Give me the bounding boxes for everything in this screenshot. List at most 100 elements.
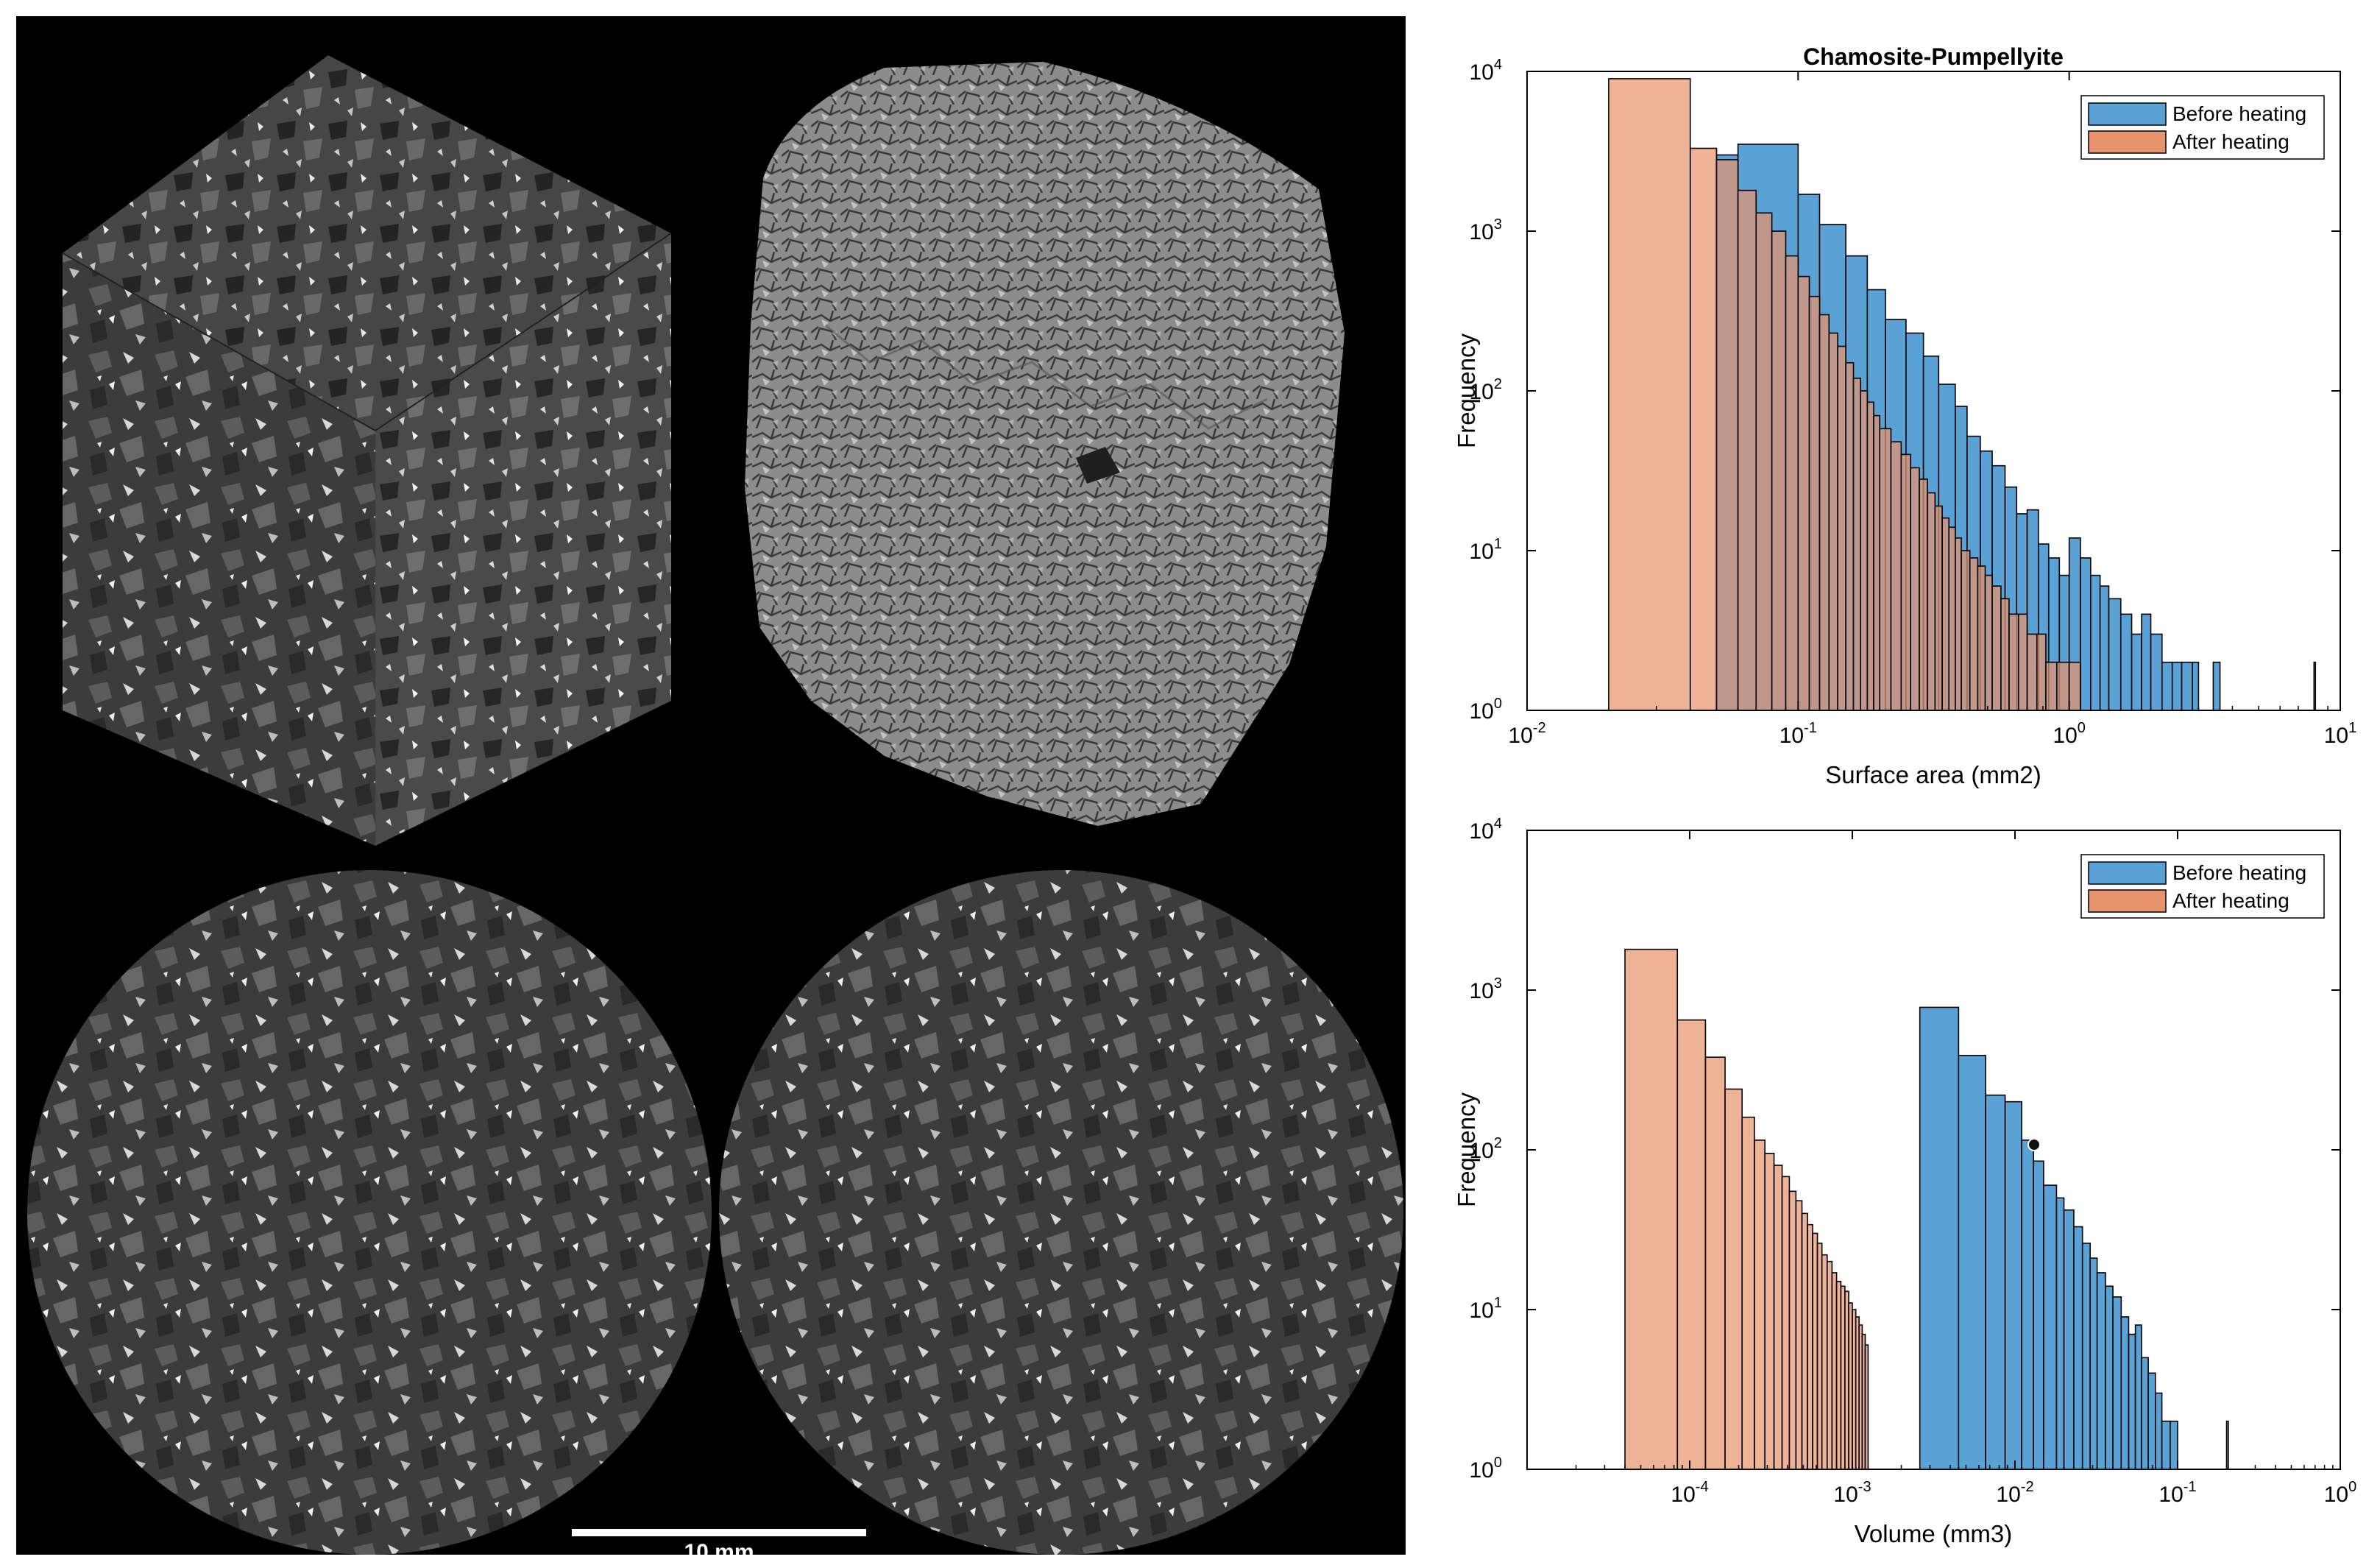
bar-after-heating-16 [1826,1260,1833,1470]
bar-after-heating-10 [1828,332,1838,711]
bar-after-heating-14 [1860,390,1869,711]
y-tick-label: 101 [1470,536,1503,564]
bar-after-heating-9 [1818,314,1830,711]
bar-before-heating-20 [2154,1392,2163,1470]
bar-after-heating-18 [1890,441,1902,711]
bar-before-heating-30 [2171,661,2183,711]
bar-after-heating-1 [1676,1019,1707,1470]
x-tick-label: 101 [2324,720,2357,748]
bar-before-heating-19 [2147,1372,2156,1470]
bar-before-heating-1 [1958,1054,1986,1470]
bar-before-heating-5 [2033,1160,2044,1470]
bar-after-heating-10 [1795,1200,1803,1470]
bar-after-heating-7 [1797,275,1810,711]
bar-before-heating-23 [2099,585,2110,711]
bar-after-heating-2 [1715,159,1739,711]
bar-before-heating-11 [2089,1257,2098,1470]
rock-cube [62,55,672,846]
bar-after-heating-9 [1788,1190,1797,1470]
x-tick-label: 100 [2053,720,2086,748]
chart-title: Chamosite-Pumpellyite [1803,43,2064,70]
bar-after-heating-25 [1948,526,1956,711]
bar-after-heating-12 [1807,1223,1813,1470]
legend-label-before: Before heating [2172,861,2306,884]
cross-section-before-heating [27,870,712,1555]
bar-before-heating-18 [2141,1357,2149,1470]
bar-before-heating-34 [2212,661,2221,711]
x-tick-label: 10-1 [2158,1479,2196,1507]
bar-after-heating-31 [1991,585,2002,711]
bar-after-heating-19 [1900,453,1911,711]
bar-after-heating-32 [2000,598,2010,711]
scale-bar-label: 10 mm [684,1540,754,1564]
cross-section-after-heating [719,870,1403,1555]
bar-before-heating-29 [2161,661,2173,711]
bar-before-heating-38 [2313,661,2317,711]
bar-after-heating-12 [1845,361,1855,711]
data-point-marker [2027,1138,2041,1151]
y-tick-label: 104 [1470,816,1503,844]
bar-after-heating-28 [1969,557,1979,711]
bar-before-heating-25 [2119,613,2133,711]
x-tick-label: 10-3 [1833,1479,1871,1507]
bar-after-heating-6 [1785,255,1799,711]
bar-after-heating-15 [1821,1254,1828,1470]
bar-after-heating-8 [1781,1176,1791,1470]
legend: Before heating After heating [2080,95,2325,160]
bar-after-heating-13 [1812,1232,1818,1470]
bar-after-heating-4 [1741,1116,1755,1470]
y-tick-label: 104 [1470,57,1503,85]
bar-after-heating-29 [1977,565,1986,711]
bar-before-heating-17 [2134,1324,2142,1470]
legend-swatch-before [2088,861,2167,885]
x-tick-label: 10-4 [1671,1479,1708,1507]
bar-after-heating-38 [2056,661,2070,711]
volume-histogram: 10-4 10-3 10-2 10-1 100 100 101 102 103 104 Volum… [1453,816,2357,1547]
bar-before-heating-6 [2043,1184,2058,1470]
y-axis-label: Frequency [1453,333,1480,448]
legend-swatch-after [2088,130,2167,154]
bar-after-heating-34 [2017,613,2028,711]
tomography-illustration [27,55,1403,1555]
bar-after-heating-15 [1866,401,1874,711]
bar-after-heating-8 [1808,295,1821,711]
bar-after-heating-27 [1961,550,1971,711]
bar-after-heating-20 [1910,467,1920,711]
histogram-bars [1624,948,2229,1470]
bar-after-heating-0 [1624,948,1679,1470]
bar-after-heating-33 [2008,613,2019,711]
bar-after-heating-17 [1879,428,1892,711]
legend-label-after: After heating [2172,889,2289,912]
bar-after-heating-2 [1704,1056,1726,1470]
bar-after-heating-6 [1764,1153,1775,1470]
x-tick-label: 10-1 [1779,720,1817,748]
bar-after-heating-36 [2036,633,2047,711]
bar-before-heating-21 [2080,557,2092,711]
bar-before-heating-3 [2004,1101,2022,1470]
y-tick-label: 103 [1470,975,1503,1003]
bar-after-heating-7 [1773,1165,1783,1470]
y-tick-label: 101 [1470,1295,1503,1323]
bar-before-heating-4 [2021,1140,2034,1470]
legend-swatch-after [2088,889,2167,913]
bar-before-heating-22 [2170,1420,2178,1470]
bar-before-heating-8 [2063,1209,2075,1470]
legend: Before heating After heating [2080,854,2325,919]
bar-after-heating-26 [1955,537,1962,711]
bar-before-heating-22 [2090,574,2101,711]
bar-before-heating-14 [2112,1296,2122,1470]
x-axis-label: Surface area (mm2) [1825,761,2041,788]
bar-after-heating-24 [1941,517,1950,711]
legend-label-after: After heating [2172,130,2289,153]
y-tick-label: 102 [1470,376,1503,404]
y-tick-label: 100 [1470,1455,1503,1483]
y-tick-label: 102 [1470,1135,1503,1163]
bar-after-heating-26 [1864,1344,1869,1470]
bar-after-heating-22 [1927,492,1936,711]
bar-before-heating-31 [2181,661,2194,711]
x-tick-label: 100 [2324,1479,2357,1507]
bar-after-heating-30 [1984,574,1993,711]
bar-before-heating-7 [2055,1197,2065,1470]
bar-after-heating-3 [1724,1088,1743,1470]
bar-after-heating-1 [1689,147,1718,711]
